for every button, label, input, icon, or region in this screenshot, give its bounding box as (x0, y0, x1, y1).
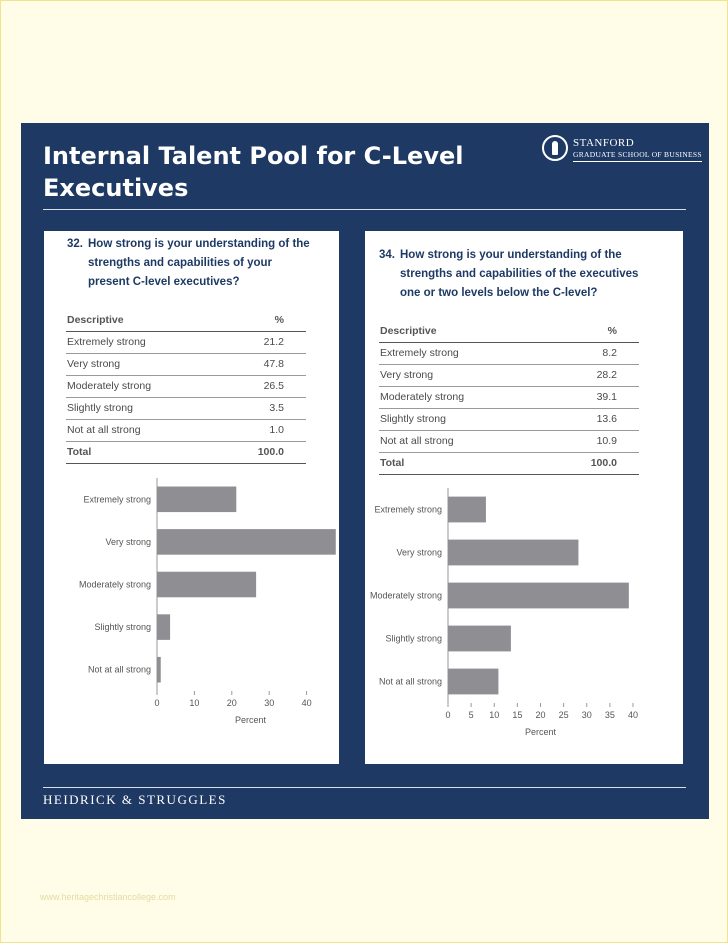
x-tick-label: 40 (628, 710, 638, 720)
x-tick-label: 5 (469, 710, 474, 720)
table-row: Slightly strong 3.5 (66, 398, 306, 420)
bar (448, 496, 486, 523)
panel-question-32: 32. How strong is your understanding of … (44, 231, 339, 764)
x-axis-label: Percent (235, 715, 267, 725)
bar (448, 539, 579, 566)
bar (157, 486, 237, 513)
row-value: 26.5 (263, 380, 284, 392)
table-row: Moderately strong 26.5 (66, 376, 306, 398)
slide: Internal Talent Pool for C-Level Executi… (21, 123, 709, 819)
x-tick-label: 10 (489, 710, 499, 720)
x-tick-label: 25 (559, 710, 569, 720)
table-total-row: Total 100.0 (66, 442, 306, 464)
category-label: Moderately strong (79, 580, 151, 590)
row-label: Extremely strong (380, 347, 459, 359)
table-row: Not at all strong 10.9 (379, 431, 639, 453)
table-row: Very strong 28.2 (379, 365, 639, 387)
x-tick-label: 40 (302, 698, 312, 708)
table-row: Very strong 47.8 (66, 354, 306, 376)
total-label: Total (380, 457, 405, 469)
category-label: Slightly strong (385, 634, 442, 644)
category-label: Not at all strong (88, 665, 151, 675)
row-value: 3.5 (269, 402, 284, 414)
table-row: Slightly strong 13.6 (379, 409, 639, 431)
total-value: 100.0 (257, 446, 284, 458)
row-value: 1.0 (269, 424, 284, 436)
x-axis-label: Percent (525, 727, 557, 737)
bar (157, 656, 161, 683)
row-value: 47.8 (263, 358, 284, 370)
panel-question-34: 34. How strong is your understanding of … (365, 231, 683, 764)
table-row: Moderately strong 39.1 (379, 387, 639, 409)
header-value: % (607, 325, 617, 337)
row-label: Not at all strong (67, 424, 141, 436)
bar-chart-q34: Extremely strong Very strong Moderately st… (370, 488, 638, 737)
header-value: % (274, 314, 284, 326)
row-value: 28.2 (596, 369, 617, 381)
question-number: 32. (67, 238, 83, 250)
row-label: Moderately strong (67, 380, 152, 392)
footer-divider (43, 787, 686, 788)
x-tick-label: 10 (189, 698, 199, 708)
row-value: 13.6 (596, 413, 617, 425)
table-row: Extremely strong 21.2 (66, 332, 306, 354)
x-tick-label: 20 (227, 698, 237, 708)
table-row: Extremely strong 8.2 (379, 343, 639, 365)
bar (448, 582, 629, 609)
category-label: Very strong (396, 548, 442, 558)
logo-name: STANFORD (573, 137, 635, 149)
row-label: Not at all strong (380, 435, 454, 447)
total-value: 100.0 (590, 457, 617, 469)
question-number: 34. (379, 249, 395, 261)
category-label: Moderately strong (370, 591, 442, 601)
row-label: Extremely strong (67, 336, 146, 348)
bar (157, 571, 257, 598)
results-table: Descriptive % Extremely strong 21.2 Very… (66, 310, 306, 464)
table-header: Descriptive % (379, 321, 639, 343)
results-table: Descriptive % Extremely strong 8.2 Very … (379, 321, 639, 475)
x-tick-label: 30 (582, 710, 592, 720)
category-label: Very strong (105, 537, 151, 547)
bar-chart-q32: Extremely strong Very strong Moderately st… (79, 478, 339, 725)
stanford-seal-icon (542, 135, 568, 161)
question-text: How strong is your understanding of the … (400, 249, 639, 299)
row-label: Very strong (67, 358, 121, 370)
table-header: Descriptive % (66, 310, 306, 332)
category-label: Extremely strong (83, 494, 151, 504)
x-tick-label: 15 (512, 710, 522, 720)
bar (448, 625, 511, 652)
category-label: Slightly strong (94, 622, 151, 632)
row-value: 8.2 (602, 347, 617, 359)
bar (157, 529, 336, 555)
logo-subtitle: GRADUATE SCHOOL OF BUSINESS (573, 150, 702, 162)
category-label: Extremely strong (374, 505, 442, 515)
bar (157, 614, 171, 640)
row-label: Slightly strong (380, 413, 446, 425)
bar (448, 668, 499, 695)
table-total-row: Total 100.0 (379, 453, 639, 475)
stanford-logo: STANFORD GRADUATE SCHOOL OF BUSINESS (542, 135, 702, 169)
x-tick-label: 0 (154, 698, 159, 708)
row-label: Moderately strong (380, 391, 465, 403)
total-label: Total (67, 446, 92, 458)
x-tick-label: 20 (535, 710, 545, 720)
row-value: 39.1 (596, 391, 617, 403)
question-text: How strong is your understanding of the … (88, 238, 310, 288)
row-value: 10.9 (596, 435, 617, 447)
table-row: Not at all strong 1.0 (66, 420, 306, 442)
category-label: Not at all strong (379, 677, 442, 687)
title-divider (43, 209, 686, 210)
x-tick-label: 30 (264, 698, 274, 708)
x-tick-label: 35 (605, 710, 615, 720)
row-label: Slightly strong (67, 402, 133, 414)
slide-title: Internal Talent Pool for C-Level Executi… (43, 142, 464, 202)
row-value: 21.2 (263, 336, 284, 348)
header-label: Descriptive (380, 325, 437, 337)
watermark: www.heritagechristiancollege.com (40, 892, 176, 902)
x-tick-label: 0 (445, 710, 450, 720)
row-label: Very strong (380, 369, 434, 381)
header-label: Descriptive (67, 314, 124, 326)
heidrick-struggles-logo: HEIDRICK & STRUGGLES (43, 792, 227, 807)
